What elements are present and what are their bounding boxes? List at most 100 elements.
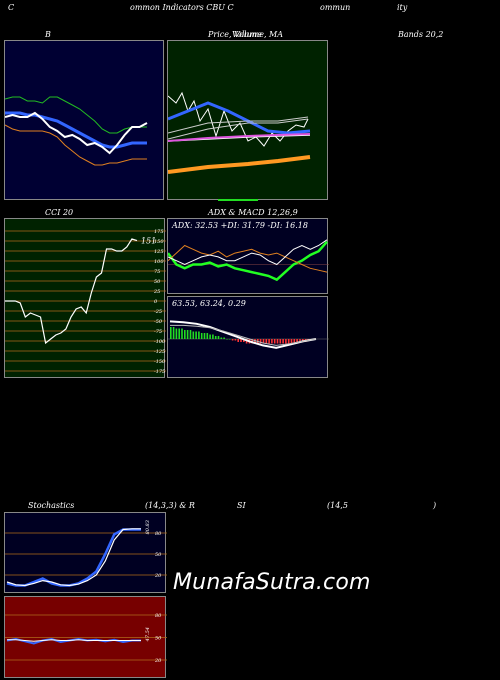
macd-histogram-bar [195, 331, 197, 339]
stoch-panel: 80 50 20 80.83 [4, 512, 167, 593]
cci-tick-label: 0 [154, 299, 158, 305]
header-mid2: ommun [320, 3, 351, 12]
macd-histogram-bar [175, 328, 178, 339]
stoch-current-label: 80.83 [145, 520, 151, 534]
price-panel [167, 40, 328, 201]
cci-tick-label: -75 [154, 329, 162, 335]
bands-label: Bands 20,2 [398, 30, 444, 39]
macd-histogram-bar [262, 339, 265, 344]
macd-histogram-bar [212, 334, 214, 339]
macd-histogram-bar [276, 339, 279, 344]
cci-current-label: 151 [141, 237, 156, 246]
macd-histogram-bar [189, 330, 192, 339]
cci-tick-label: -125 [154, 349, 165, 355]
cci-tick-label: 50 [154, 279, 161, 285]
bollinger-chart [5, 96, 148, 166]
stoch-title-left: Stochastics [28, 501, 75, 510]
rsi-chart: 80 50 20 47.54 [5, 613, 167, 664]
cci-chart: 175 150 125 100 75 50 25 0 -25 -50 -75 -100 -125 -150… [5, 229, 166, 375]
rsi-tick-label: 80 [155, 613, 162, 619]
macd-histogram-bar [231, 339, 234, 341]
bollinger-price-line [5, 111, 148, 155]
macd-histogram-bar [254, 339, 256, 344]
rsi-current-label: 47.54 [145, 627, 151, 642]
macd-histogram-bar [299, 339, 301, 342]
macd-histogram-bar [181, 328, 183, 339]
macd-histogram-bar [209, 334, 211, 339]
bollinger-upper-line [5, 96, 147, 134]
stoch-tick-label: 50 [155, 552, 162, 558]
macd-histogram-bar [234, 339, 237, 341]
rsi-ma-line [7, 639, 141, 642]
stoch-tick-label: 80 [155, 531, 162, 537]
macd-macd-line [169, 320, 317, 349]
macd-histogram-bar [240, 339, 242, 342]
price-title-overlay: Volume [232, 30, 262, 39]
macd-histogram-bar [287, 339, 290, 344]
cci-panel: 175 150 125 100 75 50 25 0 -25 -50 -75 -100 -125 -150… [4, 218, 166, 378]
macd-histogram-bar [172, 327, 175, 339]
cci-tick-label: 175 [154, 229, 164, 235]
stoch-d-line [6, 528, 141, 587]
macd-histogram-bar [217, 336, 220, 339]
macd-histogram-bar [237, 339, 239, 342]
stoch-title-mid: (14,3,3) & R [145, 501, 195, 510]
macd-histogram-bar [223, 337, 225, 339]
adx-macd-title: ADX & MACD 12,26,9 [208, 208, 298, 217]
cci-tick-label: -150 [154, 359, 166, 365]
macd-histogram-bar [200, 333, 203, 339]
adx-plusdi-line [168, 240, 328, 282]
watermark: MunafaSutra.com [173, 570, 371, 595]
macd-histogram-bar [226, 339, 228, 340]
header-left: C [8, 3, 15, 12]
macd-histogram-bar [265, 339, 268, 344]
cci-tick-label: -100 [154, 339, 166, 345]
cci-tick-label: 150 [154, 239, 164, 245]
ma-gray-line-2 [168, 116, 309, 134]
macd-histogram-bar [243, 339, 245, 342]
bollinger-title: B [45, 30, 51, 39]
header-mid1: ommon Indicators CBU C [130, 3, 234, 12]
stoch-chart: 80 50 20 80.83 [5, 520, 167, 587]
stoch-title-si: SI [237, 501, 246, 510]
macd-histogram-bar [203, 333, 206, 339]
price-chart [168, 91, 311, 201]
cci-tick-label: -50 [154, 319, 163, 325]
macd-histogram-bar [186, 330, 189, 339]
macd-histogram-bar [214, 336, 217, 339]
stoch-title-right: (14,5 [327, 501, 348, 510]
adx-panel: ADX: 32.53 +DI: 31.79 -DI: 16.18 [167, 218, 329, 294]
macd-histogram-bar [206, 333, 209, 339]
macd-histogram-bar [259, 339, 262, 344]
stoch-k-line [6, 528, 141, 587]
cci-line [5, 238, 138, 345]
cci-tick-label: 125 [154, 249, 164, 255]
stoch-tick-label: 20 [154, 573, 162, 579]
macd-panel: 63.53, 63.24, 0.29 [167, 296, 329, 378]
macd-histogram-bar [268, 339, 270, 344]
cci-tick-label: 75 [154, 269, 160, 275]
ma-orange-line [168, 155, 311, 174]
macd-histogram-bar [290, 339, 293, 344]
macd-histogram-bar [184, 330, 186, 339]
bollinger-panel [4, 40, 164, 200]
cci-tick-label: -175 [154, 369, 165, 375]
macd-histogram-bar [279, 339, 282, 344]
ma-pink-line [168, 133, 311, 142]
macd-chart [168, 320, 329, 349]
adx-adx-line [168, 239, 328, 266]
cci-tick-label: 25 [153, 289, 160, 295]
macd-readout: 63.53, 63.24, 0.29 [172, 299, 246, 308]
header-right: ity [397, 3, 408, 12]
adx-readout: ADX: 32.53 +DI: 31.79 -DI: 16.18 [172, 221, 308, 230]
macd-histogram-bar [220, 337, 223, 339]
cci-title: CCI 20 [45, 208, 74, 217]
stoch-title-paren: ) [433, 501, 437, 510]
macd-histogram-bar [293, 339, 296, 344]
rsi-tick-label: 20 [154, 658, 162, 664]
macd-histogram-bar [198, 331, 200, 339]
macd-histogram-bar [170, 327, 172, 339]
macd-histogram-bar [271, 339, 273, 344]
macd-histogram-bar [285, 339, 287, 344]
ma-gray-line-1 [168, 118, 309, 140]
